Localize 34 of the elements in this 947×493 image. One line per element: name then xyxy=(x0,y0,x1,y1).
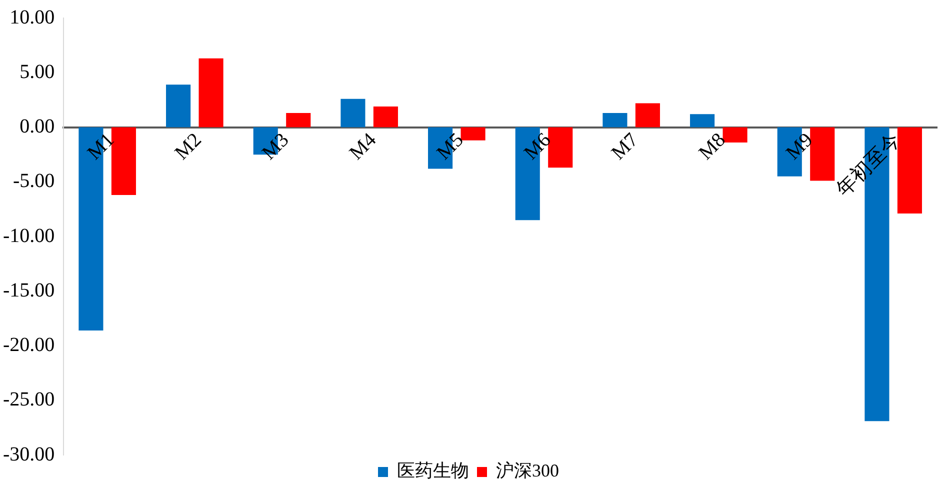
bar xyxy=(286,113,311,128)
y-tick-label: -15.00 xyxy=(2,279,55,302)
bar xyxy=(897,127,922,214)
bar xyxy=(373,106,398,128)
bar xyxy=(722,127,748,143)
y-tick-label: -10.00 xyxy=(2,224,55,247)
bar xyxy=(198,58,224,128)
x-tick-label: M3 xyxy=(258,128,294,164)
legend-label: 沪深300 xyxy=(496,460,559,481)
bar xyxy=(340,98,366,128)
x-tick-label: M9 xyxy=(782,128,818,164)
x-tick-label: M6 xyxy=(520,128,556,164)
bar xyxy=(548,127,573,168)
bar xyxy=(810,127,835,181)
bar xyxy=(166,84,191,128)
bar xyxy=(635,103,660,128)
y-tick-label: 5.00 xyxy=(20,60,55,83)
y-tick-label: -25.00 xyxy=(2,388,55,411)
bar xyxy=(690,114,715,128)
bar xyxy=(602,113,628,128)
x-tick-label: M1 xyxy=(83,128,119,164)
x-tick-label: M2 xyxy=(170,128,206,164)
y-tick-label: 0.00 xyxy=(20,116,55,138)
bar xyxy=(460,127,486,140)
x-tick-label: M7 xyxy=(607,128,643,164)
y-tick-label: -20.00 xyxy=(2,334,55,356)
x-tick-label: M4 xyxy=(345,128,381,164)
x-tick-label: 年初至今 xyxy=(832,128,905,202)
x-tick-label: M5 xyxy=(432,128,468,164)
y-tick-label: -5.00 xyxy=(12,170,55,192)
y-tick-label: 10.00 xyxy=(10,6,55,28)
legend-label: 医药生物 xyxy=(397,460,469,481)
y-tick-label: -30.00 xyxy=(2,443,55,466)
x-tick-label: M8 xyxy=(694,128,730,164)
